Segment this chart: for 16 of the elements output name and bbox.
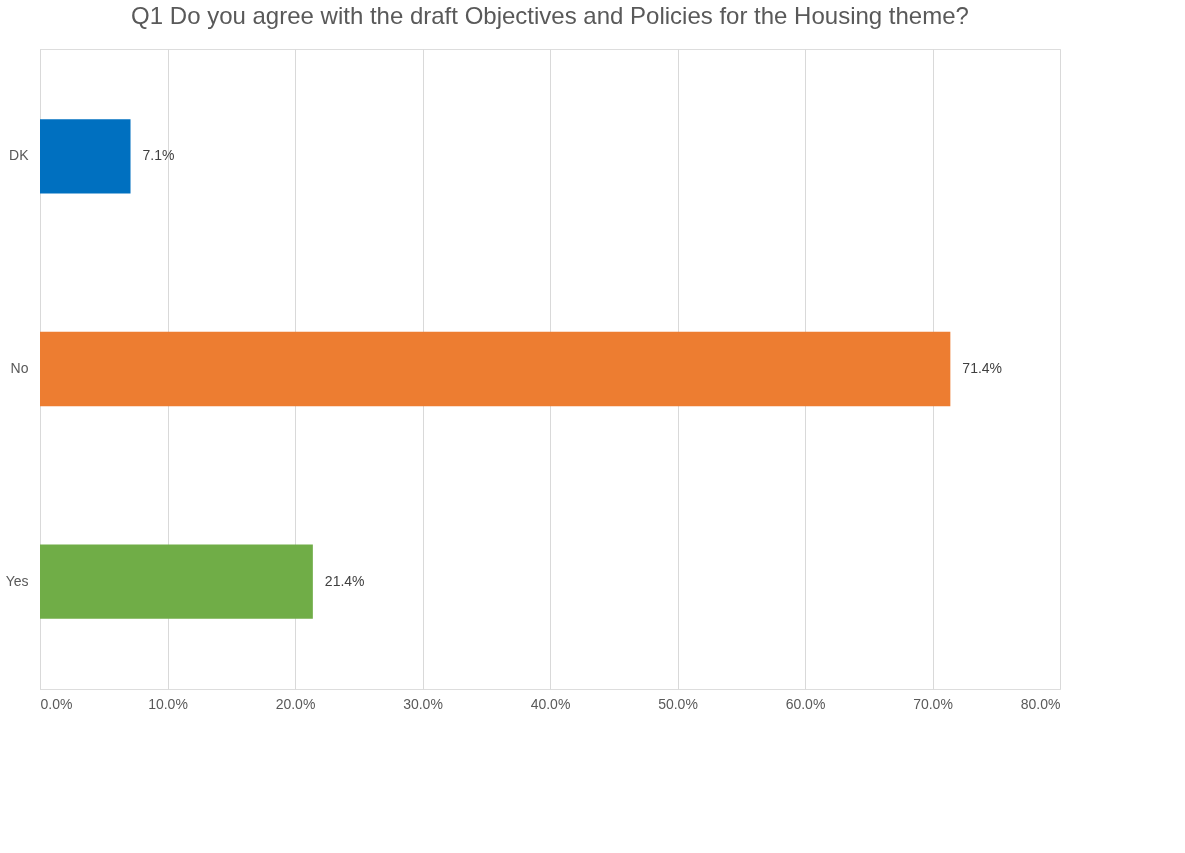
x-tick-label: 0.0%: [40, 695, 73, 712]
x-tick-label: 80.0%: [1020, 695, 1061, 712]
x-tick-label: 40.0%: [530, 695, 571, 712]
data-label: 71.4%: [962, 360, 1003, 376]
y-tick-label: Yes: [5, 572, 29, 589]
x-tick-label: 20.0%: [275, 695, 316, 712]
y-tick-label: DK: [9, 147, 30, 164]
x-tick-label: 50.0%: [658, 695, 698, 712]
x-tick-label: 60.0%: [785, 695, 826, 712]
x-tick-label: 30.0%: [403, 695, 443, 712]
x-tick-label: 10.0%: [148, 695, 188, 712]
x-tick-label: 70.0%: [913, 695, 953, 712]
y-tick-label: No: [10, 360, 29, 376]
chart-title: Q1 Do you agree with the draft Objectives and Policies for the Housing theme?: [131, 2, 969, 29]
data-label: 21.4%: [324, 572, 365, 589]
data-label: 7.1%: [142, 147, 175, 164]
